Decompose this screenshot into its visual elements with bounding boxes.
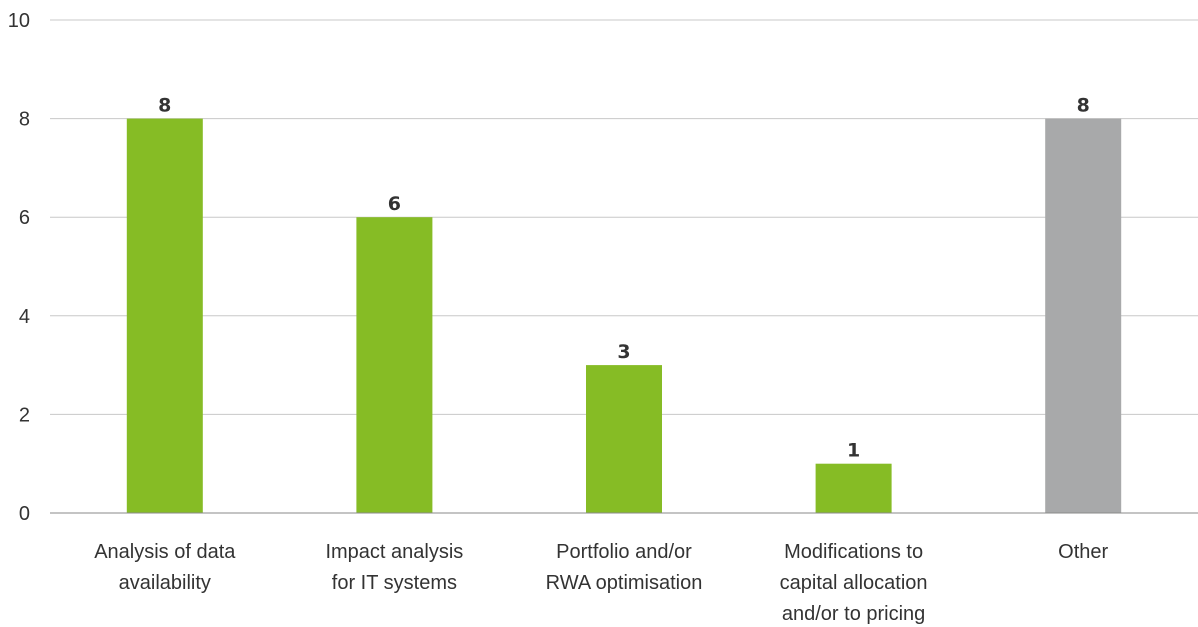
bar [586, 365, 662, 513]
x-tick-label: Impact analysis [325, 541, 463, 563]
x-tick-label: capital allocation [780, 572, 928, 594]
y-tick-label: 10 [8, 10, 30, 32]
x-tick-label: for IT systems [332, 572, 457, 594]
data-label: 8 [1077, 95, 1090, 117]
x-tick-label: Other [1058, 541, 1108, 563]
data-label: 8 [158, 95, 171, 117]
y-tick-label: 8 [19, 109, 30, 131]
bar [1045, 118, 1122, 513]
bar [356, 217, 433, 513]
data-label: 1 [847, 440, 860, 462]
labels: 0 2 4 6 8 10 8 Analysis of data availability 6 Imp… [8, 10, 1109, 625]
x-tick-label: Portfolio and/or [556, 541, 692, 563]
y-tick-label: 4 [19, 306, 30, 328]
y-tick-label: 0 [19, 503, 30, 525]
data-label: 3 [617, 341, 630, 363]
x-tick-label: Analysis of data [94, 541, 236, 563]
bars [126, 118, 1122, 513]
bar [815, 463, 892, 513]
y-tick-label: 6 [19, 207, 30, 229]
gridlines [50, 19, 1198, 415]
bar [126, 118, 203, 513]
y-tick-label: 2 [19, 404, 30, 426]
x-tick-label: and/or to pricing [782, 603, 925, 625]
x-tick-label: availability [119, 572, 211, 594]
x-tick-label: Modifications to [784, 541, 923, 563]
x-tick-label: RWA optimisation [546, 572, 703, 594]
data-label: 6 [388, 193, 401, 215]
